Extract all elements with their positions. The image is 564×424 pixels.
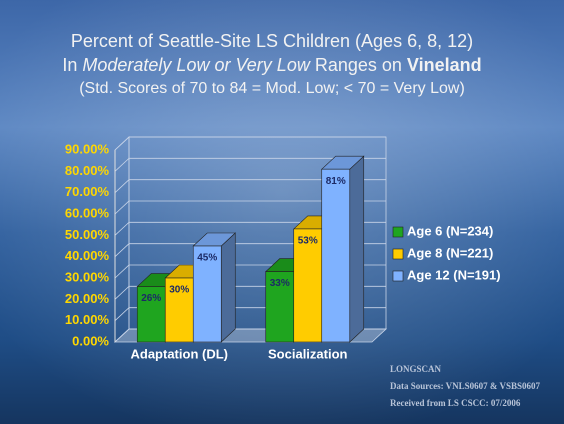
legend-swatch <box>393 227 403 237</box>
legend-label: Age 12 (N=191) <box>407 267 501 282</box>
value-label: 53% <box>298 236 318 247</box>
subtitle-part: Ranges on <box>315 55 402 75</box>
y-tick-label: 0.00% <box>72 333 109 348</box>
subtitle-part: Vineland <box>407 55 482 75</box>
y-tick-label: 30.00% <box>65 269 110 284</box>
value-label: 81% <box>326 176 346 187</box>
y-tick-label: 20.00% <box>65 291 110 306</box>
legend-label: Age 8 (N=221) <box>407 245 493 260</box>
bar-side <box>221 233 235 342</box>
y-tick-label: 70.00% <box>65 184 110 199</box>
value-label: 33% <box>270 278 290 289</box>
x-tick-label: Adaptation (DL) <box>131 346 228 361</box>
subtitle-part: In <box>62 55 77 75</box>
y-tick-label: 50.00% <box>65 227 110 242</box>
bar <box>322 169 350 342</box>
source-note: LONGSCAN <box>390 364 442 374</box>
slide: Percent of Seattle-Site LS Children (Age… <box>0 0 564 424</box>
legend-label: Age 6 (N=234) <box>407 223 493 238</box>
legend-swatch <box>393 271 403 281</box>
legend-swatch <box>393 249 403 259</box>
y-tick-label: 60.00% <box>65 205 110 220</box>
y-tick-label: 80.00% <box>65 163 110 178</box>
chart-title: Percent of Seattle-Site LS Children (Age… <box>71 31 473 51</box>
source-note: Data Sources: VNLS0607 & VSBS0607 <box>390 381 541 391</box>
y-tick-label: 40.00% <box>65 248 110 263</box>
subtitle-part: Moderately Low or Very Low <box>82 55 310 75</box>
value-label: 30% <box>169 285 189 296</box>
value-label: 26% <box>141 293 161 304</box>
value-label: 45% <box>197 253 217 264</box>
bar-side <box>350 156 364 342</box>
chart-note: (Std. Scores of 70 to 84 = Mod. Low; < 7… <box>79 80 465 97</box>
y-tick-label: 90.00% <box>65 141 110 156</box>
source-note: Received from LS CSCC: 07/2006 <box>390 398 521 408</box>
y-tick-label: 10.00% <box>65 312 110 327</box>
x-tick-label: Socialization <box>268 346 348 361</box>
